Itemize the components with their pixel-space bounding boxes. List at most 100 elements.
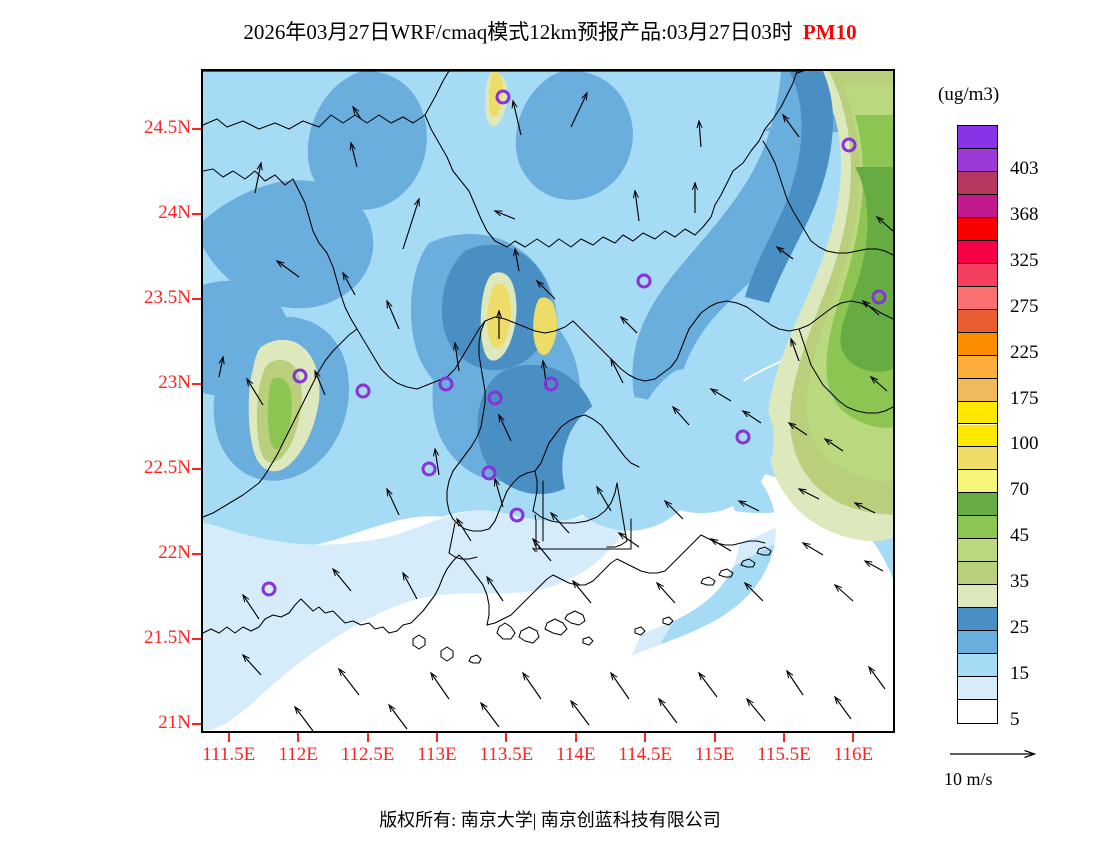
longitude-tick-label: 115.5E xyxy=(757,744,811,765)
longitude-tick-label: 112.5E xyxy=(340,744,395,765)
latitude-tick-label: 21.5N xyxy=(144,627,191,649)
longitude-tick-label: 115E xyxy=(694,744,735,765)
administrative-boundaries xyxy=(203,71,893,664)
station-marker[interactable] xyxy=(487,390,503,406)
colorbar-band[interactable] xyxy=(958,355,997,379)
station-marker[interactable] xyxy=(636,273,652,289)
wind-scale-key: 10 m/s xyxy=(940,742,1090,797)
band-15-25-upper-mid xyxy=(307,71,427,210)
longitude-tick-label: 114.5E xyxy=(618,744,672,765)
latitude-tick-label: 23.5N xyxy=(144,286,191,308)
title-main-text: 2026年03月27日WRF/cmaq模式12km预报产品:03月27日03时 xyxy=(243,20,793,44)
colorbar-band[interactable] xyxy=(958,286,997,310)
colorbar-band[interactable] xyxy=(958,309,997,333)
band-25-35-ne-strip xyxy=(745,71,833,303)
colorbar-tick-label: 100 xyxy=(1010,433,1039,455)
station-marker[interactable] xyxy=(481,465,497,481)
colorbar-band[interactable] xyxy=(958,631,997,655)
latitude-tick-mark xyxy=(192,723,201,726)
colorbar-tick-label: 35 xyxy=(1010,571,1029,593)
colorbar-band[interactable] xyxy=(958,126,997,149)
station-marker[interactable] xyxy=(261,581,277,597)
colorbar-tick-label: 70 xyxy=(1010,479,1029,501)
colorbar-band[interactable] xyxy=(958,263,997,287)
longitude-tick-label: 112E xyxy=(278,744,318,765)
colorbar-band[interactable] xyxy=(958,539,997,563)
wind-key-arrow-icon xyxy=(950,742,1058,768)
colorbar-band[interactable] xyxy=(958,470,997,494)
latitude-tick-mark xyxy=(192,553,201,556)
colorbar-band[interactable] xyxy=(958,171,997,195)
footer-copyright: 版权所有: 南京大学| 南京创蓝科技有限公司 xyxy=(379,810,721,830)
station-marker[interactable] xyxy=(495,89,511,105)
longitude-tick-label: 114E xyxy=(556,744,596,765)
latitude-tick-label: 23N xyxy=(158,371,191,393)
latitude-tick-mark xyxy=(192,382,201,385)
longitude-tick-label: 116E xyxy=(833,744,874,765)
colorbar-band[interactable] xyxy=(958,447,997,471)
latitude-tick-label: 24N xyxy=(158,201,191,223)
colorbar-band[interactable] xyxy=(958,677,997,701)
longitude-tick-mark xyxy=(782,733,785,742)
colorbar[interactable] xyxy=(957,125,998,724)
colorbar-band[interactable] xyxy=(958,401,997,425)
colorbar-band[interactable] xyxy=(958,654,997,678)
longitude-tick-mark xyxy=(366,733,369,742)
latitude-tick-mark xyxy=(192,468,201,471)
longitude-tick-mark xyxy=(435,733,438,742)
longitude-tick-mark xyxy=(713,733,716,742)
band-15-25-upper-right xyxy=(515,71,633,200)
colorbar-tick-label: 45 xyxy=(1010,525,1029,547)
colorbar-band[interactable] xyxy=(958,493,997,517)
station-markers[interactable] xyxy=(261,89,887,597)
station-marker[interactable] xyxy=(871,289,887,305)
longitude-tick-mark xyxy=(852,733,855,742)
station-marker[interactable] xyxy=(735,429,751,445)
station-marker[interactable] xyxy=(841,137,857,153)
longitude-tick-mark xyxy=(227,733,230,742)
colorbar-band[interactable] xyxy=(958,217,997,241)
latitude-tick-mark xyxy=(192,127,201,130)
title-species-label: PM10 xyxy=(802,20,857,44)
map-canvas xyxy=(203,71,893,731)
colorbar-tick-label: 175 xyxy=(1010,387,1039,409)
station-marker[interactable] xyxy=(438,376,454,392)
colorbar-tick-label: 325 xyxy=(1010,249,1039,271)
wind-key-label: 10 m/s xyxy=(944,769,993,789)
colorbar-tick-label: 275 xyxy=(1010,295,1039,317)
station-marker[interactable] xyxy=(509,507,525,523)
wind-vectors xyxy=(203,71,893,731)
station-marker[interactable] xyxy=(292,368,308,384)
band-hotspot-c2 xyxy=(533,297,558,355)
colorbar-band[interactable] xyxy=(958,608,997,632)
colorbar-tick-label: 368 xyxy=(1010,203,1039,225)
colorbar-band[interactable] xyxy=(958,424,997,448)
colorbar-band[interactable] xyxy=(958,148,997,172)
latitude-tick-label: 21N xyxy=(158,712,191,734)
colorbar-unit-label: (ug/m3) xyxy=(938,84,1000,105)
colorbar-tick-label: 403 xyxy=(1010,157,1039,179)
colorbar-band[interactable] xyxy=(958,332,997,356)
colorbar-band[interactable] xyxy=(958,240,997,264)
colorbar-band[interactable] xyxy=(958,378,997,402)
band-45plus-west-hotspot xyxy=(267,377,292,450)
longitude-tick-mark xyxy=(644,733,647,742)
longitude-tick-mark xyxy=(505,733,508,742)
colorbar-band[interactable] xyxy=(958,194,997,218)
band-top-core xyxy=(489,71,503,118)
station-marker[interactable] xyxy=(543,376,559,392)
band-15-25-nw xyxy=(203,180,374,309)
colorbar-band[interactable] xyxy=(958,516,997,540)
colorbar-band[interactable] xyxy=(958,562,997,586)
latitude-tick-mark xyxy=(192,297,201,300)
longitude-tick-label: 113.5E xyxy=(479,744,534,765)
forecast-map-plot[interactable] xyxy=(201,69,895,733)
station-marker[interactable] xyxy=(421,461,437,477)
station-marker[interactable] xyxy=(355,383,371,399)
colorbar-band[interactable] xyxy=(958,700,997,723)
page-title: 2026年03月27日WRF/cmaq模式12km预报产品:03月27日03时 P… xyxy=(0,16,1100,46)
latitude-tick-label: 24.5N xyxy=(144,116,191,138)
colorbar-tick-label: 15 xyxy=(1010,663,1029,685)
band-under-5-sea xyxy=(539,471,893,731)
colorbar-band[interactable] xyxy=(958,585,997,609)
